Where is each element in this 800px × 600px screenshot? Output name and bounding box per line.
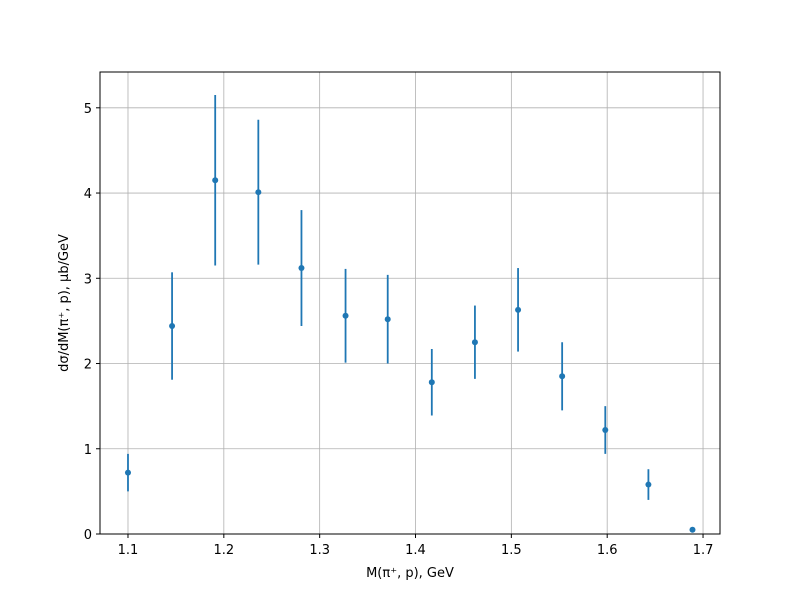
x-tick-label: 1.3 (309, 543, 330, 558)
data-point (342, 312, 349, 319)
data-point (384, 316, 391, 323)
x-tick-label: 1.4 (405, 543, 426, 558)
data-point (169, 323, 176, 330)
y-tick-label: 2 (84, 358, 92, 373)
y-tick-label: 1 (84, 443, 92, 458)
data-point (515, 306, 522, 313)
data-point (602, 427, 609, 434)
y-tick-label: 3 (84, 272, 92, 287)
data-point (471, 339, 478, 346)
data-point (124, 469, 131, 476)
y-axis-label: dσ/dM(π⁺, p), μb/GeV (57, 234, 72, 372)
x-tick-label: 1.2 (213, 543, 234, 558)
x-axis-label: M(π⁺, p), GeV (366, 566, 454, 581)
x-tick-label: 1.1 (118, 543, 139, 558)
y-tick-label: 4 (84, 187, 92, 202)
x-tick-label: 1.6 (597, 543, 618, 558)
data-point (212, 177, 219, 184)
y-tick-label: 0 (84, 528, 92, 543)
data-point (559, 373, 566, 380)
data-point (428, 379, 435, 386)
x-tick-label: 1.7 (693, 543, 714, 558)
data-point (645, 481, 652, 488)
x-tick-label: 1.5 (501, 543, 522, 558)
data-point (689, 526, 696, 533)
data-point (255, 189, 262, 196)
y-tick-label: 5 (84, 102, 92, 117)
data-point (298, 265, 305, 272)
plot-frame (99, 71, 721, 535)
